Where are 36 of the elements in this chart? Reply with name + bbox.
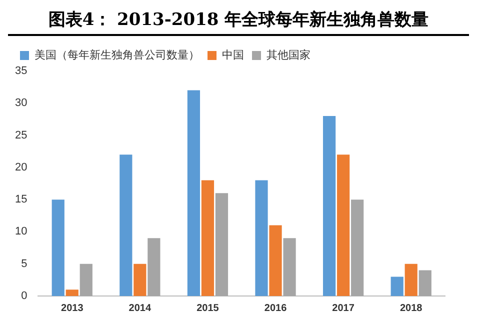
x-tick-label: 2017 bbox=[332, 302, 355, 314]
bar bbox=[322, 116, 336, 296]
x-tick-label: 2018 bbox=[400, 302, 423, 314]
y-tick-label: 15 bbox=[14, 194, 28, 206]
bar bbox=[52, 200, 64, 296]
bar bbox=[148, 238, 160, 296]
chart-title: 图表4： 2013-2018 年全球每年新生独角兽数量 bbox=[8, 8, 469, 36]
legend-label: 其他国家 bbox=[266, 48, 310, 62]
y-tick-label: 0 bbox=[21, 290, 28, 302]
y-tick-label: 35 bbox=[14, 65, 28, 78]
x-tick-label: 2015 bbox=[196, 302, 220, 314]
bar bbox=[187, 90, 200, 296]
bar bbox=[404, 264, 418, 296]
legend-label: 美国（每年新生独角兽公司数量） bbox=[34, 48, 200, 62]
bar bbox=[283, 238, 296, 296]
x-tick-label: 2013 bbox=[61, 302, 84, 314]
y-tick-label: 30 bbox=[14, 97, 28, 110]
x-tick-label: 2014 bbox=[128, 302, 152, 314]
y-tick-label: 5 bbox=[21, 258, 28, 270]
bar bbox=[80, 264, 92, 296]
bar bbox=[337, 154, 350, 296]
x-tick-label: 2016 bbox=[264, 302, 288, 314]
bar bbox=[215, 193, 228, 296]
bar bbox=[201, 180, 214, 296]
bar bbox=[255, 180, 268, 296]
legend-label: 中国 bbox=[222, 48, 244, 62]
bar bbox=[134, 264, 146, 296]
y-tick-label: 20 bbox=[14, 161, 28, 174]
bar bbox=[269, 225, 282, 296]
y-tick-label: 25 bbox=[14, 129, 28, 142]
bar bbox=[66, 290, 78, 296]
bar bbox=[351, 200, 364, 296]
bar bbox=[120, 154, 132, 296]
y-tick-label: 10 bbox=[14, 226, 28, 238]
bar bbox=[390, 276, 404, 296]
bar bbox=[418, 270, 432, 296]
